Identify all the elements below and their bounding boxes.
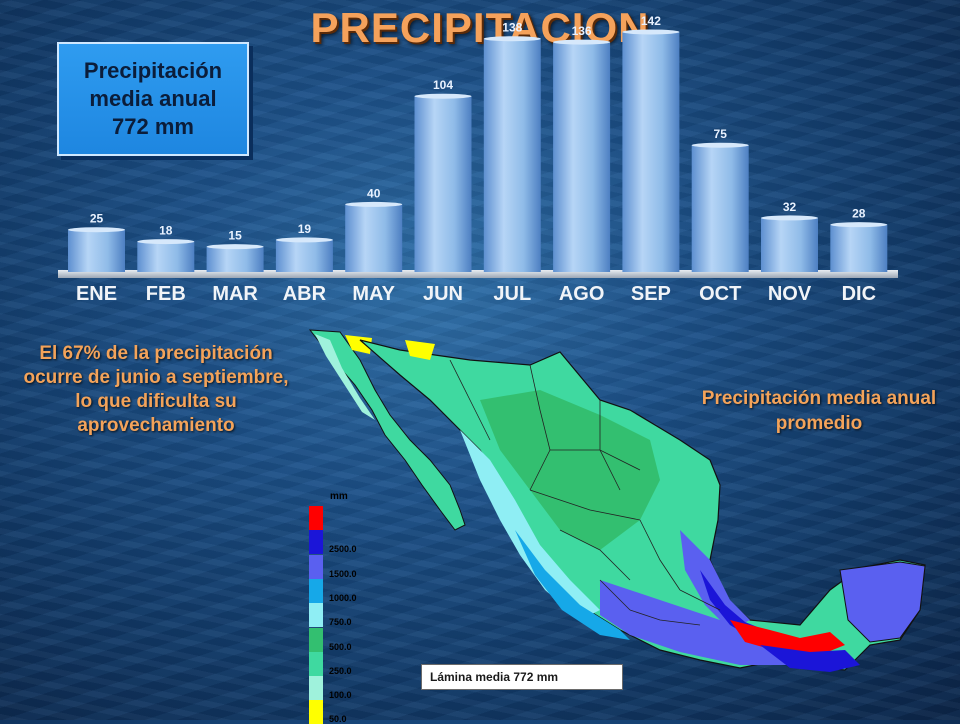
annual-box-line1: Precipitación — [83, 58, 223, 83]
state-borders — [449, 359, 721, 626]
legend-unit: mm — [330, 491, 348, 502]
value-label-mar: 15 — [228, 229, 242, 243]
baja-yellow-zone — [345, 335, 372, 354]
legend-swatch — [309, 700, 323, 724]
bar-ene — [68, 229, 125, 272]
bar-dic — [830, 224, 888, 272]
bar-cap-dic — [830, 222, 888, 228]
map-title: Precipitación media anual promedio — [701, 388, 937, 434]
value-label-abr: 19 — [298, 222, 312, 236]
value-label-may: 40 — [367, 186, 381, 200]
category-label-abr: ABR — [283, 283, 327, 305]
category-label-jul: JUL — [493, 283, 531, 305]
legend-label: 250.0 — [329, 665, 352, 676]
bar-cap-feb — [137, 239, 195, 245]
monthly-precipitation-chart: 25 18 15 19 40 104 138 136 142 75 32 28 ENE FEB MAR AB… — [58, 14, 898, 305]
category-label-ago: AGO — [559, 283, 605, 305]
legend-swatch — [309, 530, 323, 555]
bar-may — [345, 204, 403, 272]
category-label-mar: MAR — [212, 283, 258, 305]
bar-sep — [622, 31, 680, 272]
value-label-oct: 75 — [714, 127, 728, 141]
value-label-jul: 138 — [502, 21, 522, 35]
category-label-oct: OCT — [699, 283, 741, 305]
bar-cap-jul — [483, 36, 541, 42]
category-label-jun: JUN — [423, 283, 463, 305]
chart-base — [58, 270, 898, 278]
legend-swatch — [309, 578, 323, 603]
baja-california — [308, 329, 466, 531]
value-label-jun: 104 — [433, 78, 453, 92]
value-label-ene: 25 — [90, 212, 104, 226]
value-label-dic: 28 — [852, 207, 866, 221]
legend-label: 1500.0 — [329, 568, 357, 579]
legend-label: 100.0 — [329, 690, 352, 701]
value-label-feb: 18 — [159, 224, 173, 238]
bar-nov — [761, 217, 818, 272]
value-label-ago: 136 — [572, 24, 592, 38]
category-label-dic: DIC — [842, 283, 876, 305]
bar-cap-oct — [691, 142, 749, 148]
mean-depth-label: Lámina media 772 mm — [421, 664, 623, 690]
legend-swatch — [309, 627, 323, 652]
gulf-coast-blue — [680, 530, 750, 630]
bar-ago — [553, 42, 611, 272]
bar-cap-jun — [414, 93, 472, 99]
tabasco-red — [730, 620, 845, 655]
bar-mar — [206, 246, 264, 272]
bar-jul — [483, 38, 541, 272]
category-label-sep: SEP — [631, 283, 671, 305]
bar-cap-sep — [622, 29, 680, 35]
bar-feb — [137, 241, 195, 272]
legend-label: 750.0 — [329, 617, 352, 628]
bar-cap-may — [345, 201, 403, 207]
bar-cap-ene — [68, 227, 125, 233]
value-label-nov: 32 — [783, 200, 797, 214]
category-label-feb: FEB — [146, 283, 186, 305]
annual-box-line3: 772 mm — [112, 114, 194, 139]
bar-cap-abr — [275, 237, 333, 243]
bar-abr — [275, 239, 333, 272]
bar-oct — [691, 145, 749, 272]
category-label-may: MAY — [352, 283, 395, 305]
legend-label: 50.0 — [329, 714, 347, 724]
bar-cap-ago — [553, 39, 611, 45]
category-label-ene: ENE — [76, 283, 117, 305]
baja-west-coast — [315, 334, 375, 420]
annual-precipitation-box: Precipitación media anual 772 mm — [57, 42, 249, 156]
chiapas-dark-blue — [760, 645, 860, 672]
mexico-precipitation-map — [308, 329, 926, 672]
yucatan — [839, 561, 926, 643]
pacific-coast-cyan — [460, 430, 600, 620]
bar-jun — [414, 96, 472, 272]
bar-cap-nov — [761, 215, 818, 221]
legend-swatch — [309, 554, 323, 579]
legend-swatch — [309, 506, 323, 530]
seasonal-note: El 67% de la precipitación ocurre de jun… — [23, 343, 289, 436]
legend-swatch — [309, 676, 323, 701]
value-label-sep: 142 — [641, 14, 661, 28]
sonora-yellow — [405, 340, 435, 360]
plateau-dark-green — [480, 390, 660, 550]
annual-box-line2: media anual — [89, 86, 217, 111]
category-label-nov: NOV — [768, 283, 812, 305]
bar-cap-mar — [206, 244, 264, 250]
legend-label: 2500.0 — [329, 544, 357, 555]
legend-swatch — [309, 603, 323, 628]
legend-label: 500.0 — [329, 641, 352, 652]
legend-label: 1000.0 — [329, 592, 357, 603]
legend-swatch — [309, 651, 323, 676]
